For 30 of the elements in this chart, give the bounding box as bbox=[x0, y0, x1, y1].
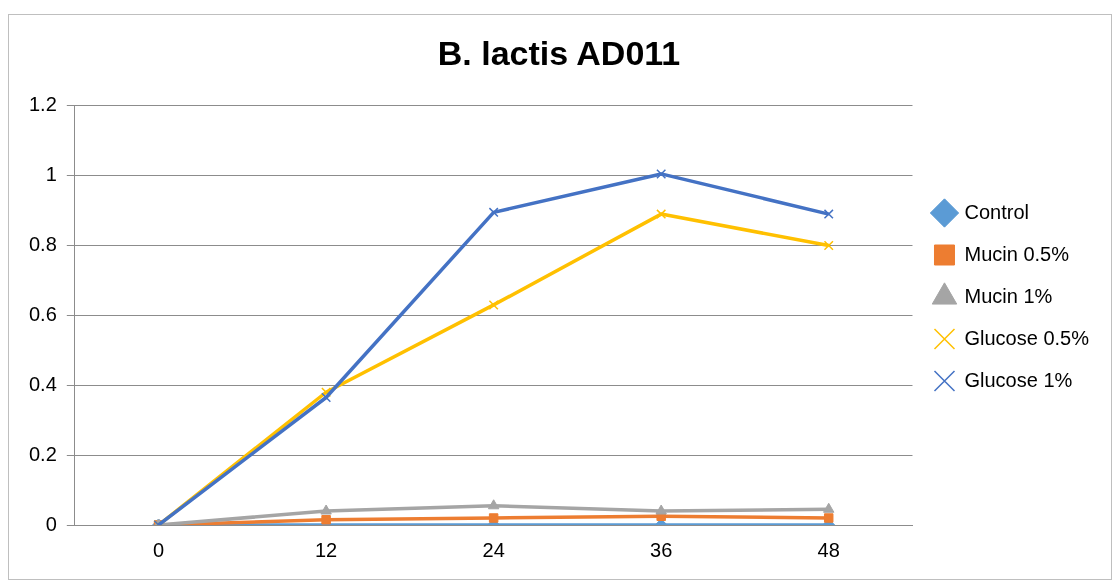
y-tick-label: 0.8 bbox=[28, 233, 57, 256]
point bbox=[488, 513, 499, 523]
y-tick-label: 0 bbox=[45, 512, 57, 535]
chart-title: B. lactis AD011 bbox=[437, 33, 681, 72]
y-tick-label: 0.2 bbox=[28, 442, 57, 465]
legend-label: Glucose 0.5% bbox=[964, 326, 1090, 349]
point bbox=[656, 209, 667, 220]
y-tick-label: 0.6 bbox=[28, 302, 57, 325]
x-tick-label: 12 bbox=[314, 538, 338, 561]
y-tick-label: 1.2 bbox=[28, 93, 57, 116]
x-tick-label: 36 bbox=[650, 538, 673, 561]
point bbox=[823, 240, 834, 251]
point bbox=[488, 207, 499, 218]
point bbox=[320, 504, 332, 515]
legend-label: Glucose 1% bbox=[964, 368, 1073, 391]
legend-label: Control bbox=[964, 200, 1029, 223]
point bbox=[823, 513, 834, 523]
point bbox=[823, 502, 835, 513]
y-tick-label: 1 bbox=[45, 163, 57, 186]
point bbox=[487, 499, 500, 510]
legend-label: Mucin 0.5% bbox=[964, 242, 1070, 265]
point bbox=[655, 504, 667, 515]
y-tick-label: 0.4 bbox=[28, 372, 57, 395]
point bbox=[488, 299, 499, 310]
legend-label: Mucin 1% bbox=[964, 284, 1053, 307]
x-tick-label: 48 bbox=[817, 538, 840, 561]
point bbox=[823, 209, 834, 220]
x-tick-label: 24 bbox=[482, 538, 505, 561]
x-tick-label: 0 bbox=[153, 538, 165, 561]
point bbox=[656, 168, 667, 179]
